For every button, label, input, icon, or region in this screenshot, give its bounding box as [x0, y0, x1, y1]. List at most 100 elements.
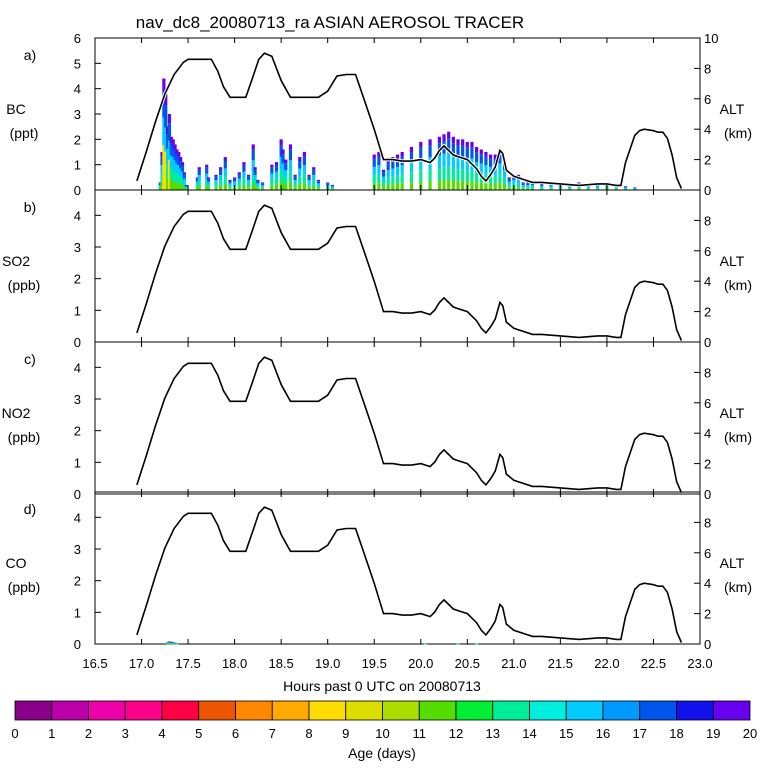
colorbar-tick-label: 14 — [522, 726, 536, 741]
tracer-bar — [182, 186, 186, 190]
alt-tick-label: 0 — [704, 335, 711, 350]
tracer-bar — [293, 183, 297, 188]
tracer-bar — [381, 176, 386, 182]
colorbar-swatch — [565, 700, 604, 721]
tracer-bar — [205, 164, 209, 168]
tracer-bar — [502, 170, 507, 178]
tracer-bar — [184, 184, 188, 186]
species-unit: (ppb) — [8, 429, 41, 445]
x-tick-label: 21.0 — [501, 656, 526, 671]
tracer-bar — [623, 186, 628, 187]
alt-tick-label: 6 — [704, 546, 711, 561]
y-tick-label: 2 — [74, 272, 81, 287]
tracer-bar — [307, 187, 311, 190]
tracer-bar — [493, 175, 497, 184]
tracer-bar — [167, 641, 172, 643]
tracer-bar — [180, 162, 185, 166]
tracer-bar — [233, 181, 237, 185]
tracer-bar — [162, 145, 166, 170]
x-tick-label: 23.0 — [687, 656, 712, 671]
tracer-bar — [540, 188, 544, 190]
alt-unit: (km) — [724, 579, 752, 595]
tracer-bar — [526, 182, 530, 184]
tracer-bar — [260, 182, 265, 184]
tracer-bar — [428, 169, 432, 181]
x-tick-label: 22.5 — [641, 656, 666, 671]
altitude-line — [136, 356, 683, 493]
tracer-bar — [312, 175, 316, 181]
tracer-bar — [270, 173, 274, 180]
tracer-bar — [377, 183, 381, 190]
tracer-bar — [479, 149, 483, 155]
tracer-bar — [164, 172, 168, 190]
tracer-bar — [173, 643, 177, 644]
x-tick-label: 18.0 — [222, 656, 247, 671]
tracer-bar — [316, 185, 320, 189]
tracer-bar — [488, 158, 493, 167]
tracer-bar — [465, 158, 469, 171]
tracer-bar — [316, 179, 320, 182]
tracer-bar — [237, 174, 241, 179]
x-tick-label: 18.5 — [268, 656, 293, 671]
tracer-bar — [391, 168, 395, 177]
tracer-bar — [256, 185, 260, 189]
colorbar-swatch — [345, 700, 383, 721]
colorbar-swatch — [198, 700, 236, 721]
tracer-bar — [270, 179, 274, 186]
colorbar-tick-label: 4 — [158, 726, 165, 741]
tracer-bar — [288, 144, 293, 150]
tracer-bar — [479, 182, 483, 190]
tracer-bar — [516, 174, 521, 177]
tracer-bar — [377, 165, 381, 175]
tracer-bar — [386, 184, 390, 190]
tracer-bar — [521, 182, 525, 184]
tracer-bar — [461, 139, 465, 146]
tracer-bar — [493, 183, 497, 190]
tracer-bar — [293, 187, 297, 190]
tracer-bar — [179, 161, 183, 169]
y-tick-label: 2 — [74, 424, 81, 439]
tracer-bar — [526, 186, 530, 189]
tracer-bar — [312, 167, 316, 170]
tracer-bar — [270, 164, 274, 168]
tracer-bar — [516, 187, 521, 190]
y-tick-label: 4 — [74, 360, 81, 375]
tracer-bar — [409, 172, 414, 183]
tracer-bar — [391, 176, 395, 185]
tracer-bar — [293, 174, 297, 177]
y-tick-label: 4 — [74, 510, 81, 525]
tracer-bar — [166, 642, 170, 644]
tracer-bar — [214, 174, 218, 177]
tracer-bar — [475, 152, 479, 163]
colorbar-tick-label: 1 — [48, 726, 55, 741]
tracer-bar — [166, 643, 170, 644]
x-tick-label: 21.5 — [548, 656, 573, 671]
tracer-bar — [623, 186, 628, 188]
alt-tick-label: 8 — [704, 515, 711, 530]
tracer-bar — [498, 163, 502, 174]
alt-unit: (km) — [724, 125, 752, 141]
tracer-bar — [166, 126, 170, 135]
tracer-bar — [288, 181, 293, 190]
x-tick-label: 22.0 — [594, 656, 619, 671]
tracer-bar — [586, 186, 590, 188]
tracer-bar — [456, 169, 460, 181]
tracer-bar — [484, 165, 488, 175]
tracer-bar — [470, 147, 474, 159]
x-tick-label: 20.5 — [455, 656, 480, 671]
colorbar-tick-label: 16 — [596, 726, 610, 741]
tracer-bar — [179, 168, 183, 177]
tracer-bar — [175, 163, 179, 174]
colorbar-swatch — [51, 700, 89, 721]
tracer-bar — [596, 187, 600, 190]
tracer-bar — [175, 643, 179, 645]
chart-title: nav_dc8_20080713_ra ASIAN AEROSOL TRACER — [136, 13, 524, 32]
tracer-bar — [298, 168, 302, 177]
tracer-bar — [623, 187, 628, 189]
tracer-bar — [451, 136, 455, 144]
tracer-bar — [256, 183, 260, 186]
tracer-bar — [577, 186, 581, 189]
tracer-bar — [160, 174, 164, 184]
tracer-bar — [281, 149, 285, 155]
tracer-bar — [279, 139, 283, 146]
